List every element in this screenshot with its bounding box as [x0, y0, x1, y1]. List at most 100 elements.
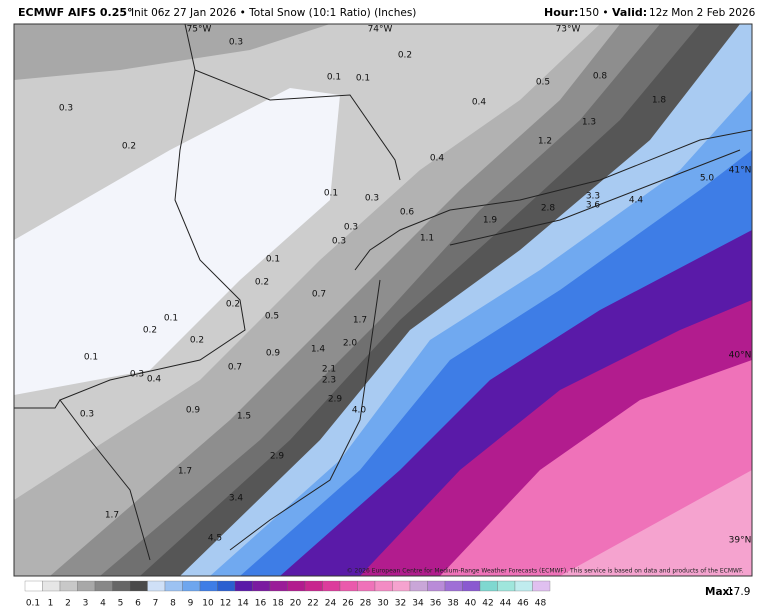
max-value: 17.9	[727, 586, 750, 598]
colorbar-label: 16	[255, 599, 267, 609]
value-label: 4.4	[629, 196, 644, 206]
value-label: 1.7	[105, 511, 119, 521]
colorbar-label: 22	[307, 599, 318, 609]
hour-value: 150 •	[579, 7, 609, 19]
value-label: 2.3	[322, 376, 336, 386]
colorbar-label: 1	[48, 599, 54, 609]
colorbar-swatch	[339, 580, 358, 592]
colorbar-swatch	[392, 580, 411, 592]
value-label: 0.7	[228, 363, 242, 373]
value-label: 5.0	[700, 174, 715, 184]
lat-label: 41°N	[729, 166, 752, 176]
value-label: 0.6	[400, 208, 415, 218]
value-label: 0.3	[130, 370, 144, 380]
colorbar-swatch	[322, 580, 341, 592]
colorbar-label: 8	[170, 599, 176, 609]
value-label: 2.8	[541, 204, 556, 214]
valid-label: Valid:	[612, 6, 647, 19]
value-label: 1.7	[353, 316, 367, 326]
colorbar-label: 42	[482, 599, 493, 609]
value-label: 0.2	[190, 336, 204, 346]
band	[14, 88, 340, 395]
colorbar-label: 34	[412, 599, 424, 609]
value-label: 2.9	[328, 395, 343, 405]
value-label: 0.1	[164, 314, 178, 324]
value-label: 0.2	[255, 278, 269, 288]
lat-label: 39°N	[729, 536, 752, 546]
max-label: Max:	[705, 586, 734, 598]
colorbar-swatch	[269, 580, 288, 592]
hour-label: Hour:	[544, 6, 578, 19]
value-label: 1.9	[483, 216, 498, 226]
colorbar-label: 3	[83, 599, 89, 609]
valid-value: 12z Mon 2 Feb 2026	[649, 7, 756, 19]
colorbar-label: 0.1	[26, 599, 40, 609]
colorbar-label: 4	[100, 599, 106, 609]
value-label: 0.8	[593, 72, 608, 82]
colorbar-label: 20	[290, 599, 302, 609]
value-label: 3.4	[229, 494, 244, 504]
value-label: 0.3	[365, 194, 379, 204]
value-label: 0.4	[147, 375, 162, 385]
colorbar-label: 24	[325, 599, 337, 609]
borders	[14, 24, 752, 561]
colorbar-swatch	[94, 580, 113, 592]
value-label: 0.5	[265, 312, 279, 322]
colorbar-swatch	[129, 580, 148, 592]
coastline	[229, 279, 381, 551]
band	[560, 470, 752, 576]
colorbar-swatch	[182, 580, 201, 592]
value-label: 0.9	[266, 349, 281, 359]
colorbar-swatch	[357, 580, 376, 592]
colorbar-swatch	[427, 580, 446, 592]
colorbar-label: 9	[188, 599, 194, 609]
colorbar-label: 36	[430, 599, 442, 609]
colorbar-label: 32	[395, 599, 406, 609]
colorbar-swatch	[77, 580, 96, 592]
value-label: 0.5	[536, 78, 550, 88]
colorbar-swatch	[479, 580, 498, 592]
value-label: 0.4	[472, 98, 487, 108]
value-label: 0.9	[186, 406, 201, 416]
colorbar-label: 46	[517, 599, 529, 609]
value-label: 1.4	[311, 345, 326, 355]
value-label: 0.2	[226, 300, 240, 310]
coastline	[449, 149, 741, 246]
colorbar-swatch	[252, 580, 271, 592]
colorbar-label: 30	[377, 599, 389, 609]
colorbar-swatch	[532, 580, 551, 592]
value-label: 1.8	[652, 96, 667, 106]
value-label: 0.1	[356, 74, 370, 84]
colorbar-swatch	[304, 580, 323, 592]
snow-field	[14, 24, 752, 576]
colorbar-label: 26	[342, 599, 354, 609]
colorbar-swatch	[444, 580, 463, 592]
lon-label: 75°W	[187, 25, 212, 35]
coastline	[354, 129, 752, 271]
colorbar-swatch	[164, 580, 183, 592]
value-label: 1.1	[420, 234, 434, 244]
lon-label: 74°W	[368, 25, 393, 35]
colorbar-swatch	[234, 580, 253, 592]
value-label: 0.3	[344, 223, 358, 233]
colorbar-label: 5	[118, 599, 124, 609]
colorbar-swatch	[24, 580, 43, 592]
value-label: 2.1	[322, 365, 336, 375]
value-label: 4.5	[208, 534, 222, 544]
colorbar-swatch	[462, 580, 481, 592]
value-label: 3.6	[586, 201, 601, 211]
value-label: 0.4	[430, 154, 445, 164]
colorbar-label: 44	[500, 599, 512, 609]
state-border	[184, 24, 401, 181]
colorbar-swatch	[42, 580, 61, 592]
colorbar-label: 10	[202, 599, 214, 609]
colorbar-swatch	[287, 580, 306, 592]
value-label: 0.1	[266, 255, 280, 265]
colorbar-swatch	[374, 580, 393, 592]
colorbar-label: 12	[220, 599, 231, 609]
colorbar-label: 7	[153, 599, 159, 609]
lat-label: 40°N	[729, 351, 752, 361]
credit: © 2026 European Centre for Medium-Range …	[347, 568, 744, 575]
value-label: 0.2	[398, 51, 412, 61]
